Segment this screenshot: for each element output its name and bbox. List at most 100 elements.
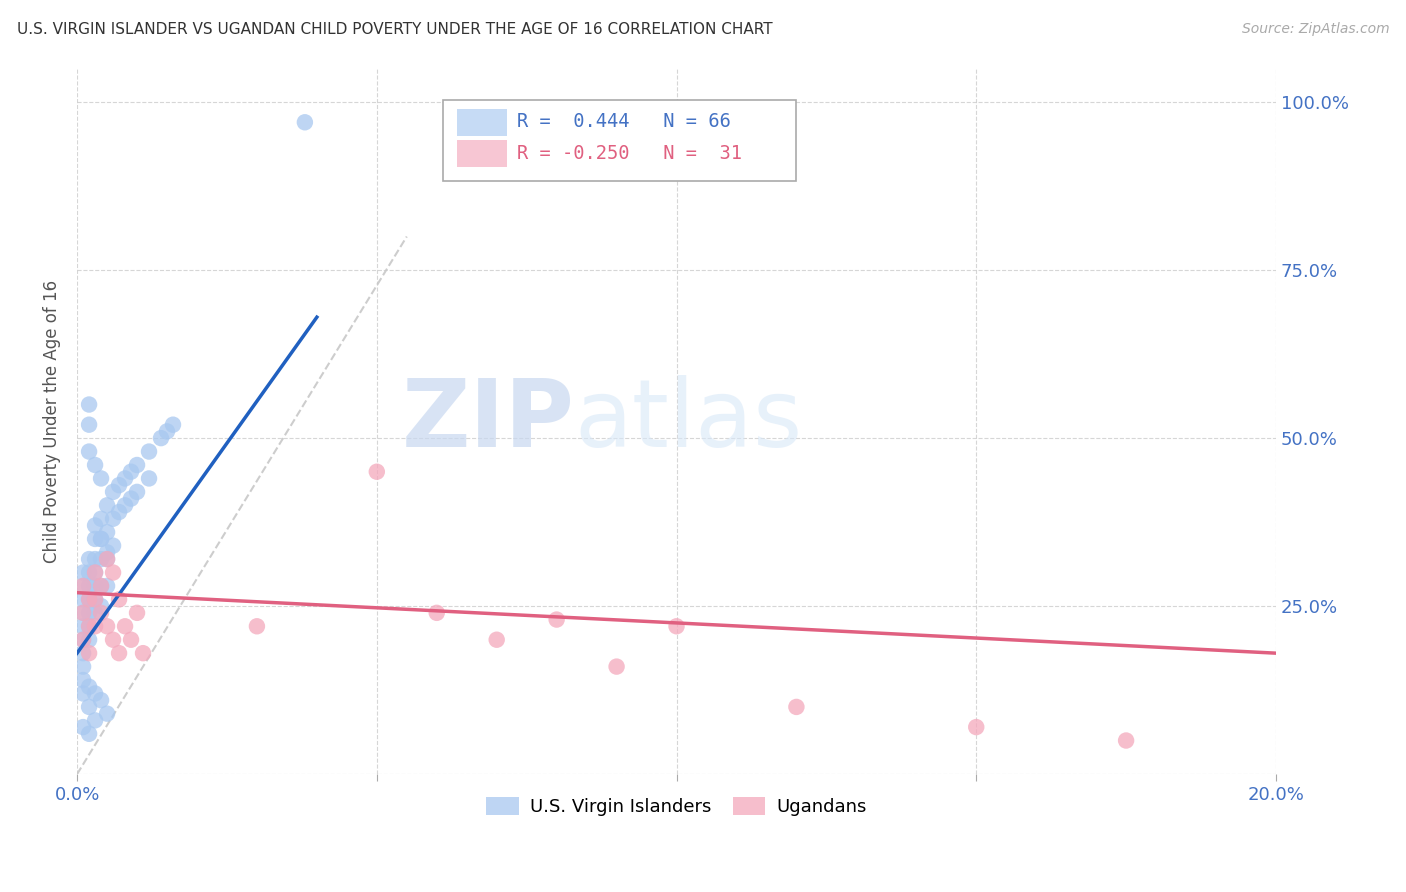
Point — [90, 606, 112, 620]
Point — [90, 579, 112, 593]
Point — [77, 680, 100, 694]
Point — [72, 579, 94, 593]
Point — [108, 505, 131, 519]
Point — [72, 592, 94, 607]
Point — [84, 518, 107, 533]
Point — [77, 619, 100, 633]
Point — [125, 606, 148, 620]
Point — [72, 606, 94, 620]
Point — [965, 720, 987, 734]
Point — [120, 491, 142, 506]
Point — [84, 606, 107, 620]
Point — [77, 398, 100, 412]
Point — [72, 646, 94, 660]
Point — [246, 619, 269, 633]
Point — [77, 592, 100, 607]
Point — [150, 431, 173, 445]
Point — [366, 465, 388, 479]
Point — [90, 552, 112, 566]
Point — [84, 552, 107, 566]
Point — [125, 458, 148, 472]
Point — [84, 686, 107, 700]
Point — [72, 720, 94, 734]
Point — [84, 566, 107, 580]
Point — [77, 444, 100, 458]
Point — [120, 632, 142, 647]
Point — [72, 632, 94, 647]
Y-axis label: Child Poverty Under the Age of 16: Child Poverty Under the Age of 16 — [44, 280, 60, 563]
Point — [132, 646, 155, 660]
Point — [101, 484, 124, 499]
Point — [101, 632, 124, 647]
Point — [96, 706, 118, 721]
Point — [96, 499, 118, 513]
Text: Source: ZipAtlas.com: Source: ZipAtlas.com — [1241, 22, 1389, 37]
Point — [84, 592, 107, 607]
Point — [90, 579, 112, 593]
Point — [90, 512, 112, 526]
Point — [114, 471, 136, 485]
Point — [72, 686, 94, 700]
Point — [125, 484, 148, 499]
Point — [606, 659, 628, 673]
Point — [77, 566, 100, 580]
FancyBboxPatch shape — [457, 109, 508, 136]
Point — [108, 646, 131, 660]
FancyBboxPatch shape — [443, 100, 796, 181]
Point — [72, 619, 94, 633]
Text: R =  0.444   N = 66: R = 0.444 N = 66 — [517, 112, 731, 131]
Point — [101, 512, 124, 526]
Text: U.S. VIRGIN ISLANDER VS UGANDAN CHILD POVERTY UNDER THE AGE OF 16 CORRELATION CH: U.S. VIRGIN ISLANDER VS UGANDAN CHILD PO… — [17, 22, 772, 37]
Point — [96, 525, 118, 540]
Point — [485, 632, 508, 647]
Point — [101, 566, 124, 580]
Point — [90, 532, 112, 546]
Legend: U.S. Virgin Islanders, Ugandans: U.S. Virgin Islanders, Ugandans — [478, 788, 876, 825]
Point — [96, 552, 118, 566]
Point — [72, 673, 94, 687]
Point — [84, 619, 107, 633]
Point — [72, 579, 94, 593]
Point — [84, 714, 107, 728]
FancyBboxPatch shape — [457, 141, 508, 168]
Point — [138, 444, 160, 458]
Point — [77, 417, 100, 432]
Point — [84, 579, 107, 593]
Point — [77, 646, 100, 660]
Point — [96, 552, 118, 566]
Point — [84, 532, 107, 546]
Point — [90, 471, 112, 485]
Point — [72, 606, 94, 620]
Point — [1115, 733, 1137, 747]
Point — [294, 115, 316, 129]
Point — [96, 545, 118, 559]
Point — [156, 425, 179, 439]
Point — [77, 579, 100, 593]
Point — [785, 700, 807, 714]
Point — [96, 619, 118, 633]
Point — [665, 619, 688, 633]
Point — [162, 417, 184, 432]
Point — [72, 632, 94, 647]
Point — [77, 727, 100, 741]
Point — [101, 539, 124, 553]
Text: atlas: atlas — [575, 376, 803, 467]
Point — [120, 465, 142, 479]
Point — [90, 693, 112, 707]
Point — [84, 592, 107, 607]
Point — [108, 478, 131, 492]
Point — [426, 606, 449, 620]
Text: ZIP: ZIP — [402, 376, 575, 467]
Point — [72, 659, 94, 673]
Point — [114, 499, 136, 513]
Point — [77, 606, 100, 620]
Point — [108, 592, 131, 607]
Point — [77, 632, 100, 647]
Point — [138, 471, 160, 485]
Point — [77, 592, 100, 607]
Text: R = -0.250   N =  31: R = -0.250 N = 31 — [517, 144, 742, 162]
Point — [84, 458, 107, 472]
Point — [77, 619, 100, 633]
Point — [77, 552, 100, 566]
Point — [114, 619, 136, 633]
